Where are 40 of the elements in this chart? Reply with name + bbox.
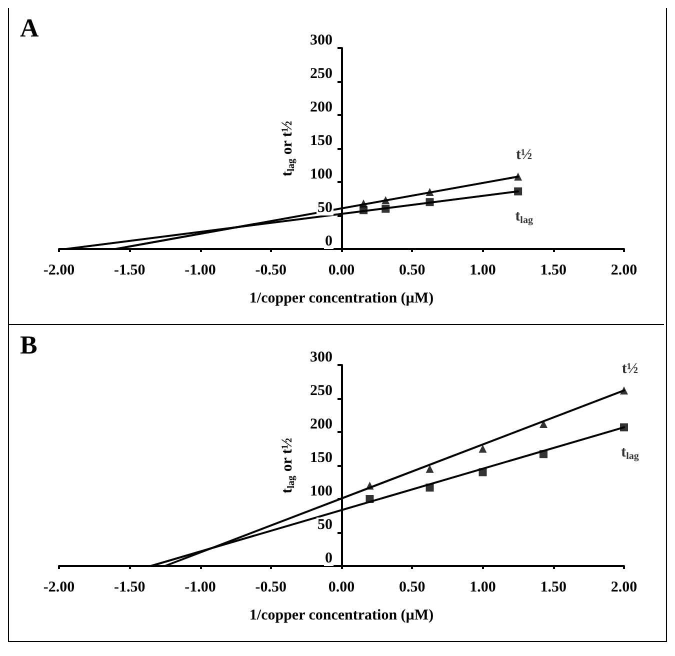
x-tick-label: -2.00: [43, 580, 75, 596]
x-axis-title: 1/copper concentration (µM): [249, 290, 434, 306]
y-axis-title: tlag or t½: [280, 120, 297, 176]
y-tick-label: 250: [310, 66, 332, 82]
x-tick-label: -1.50: [114, 580, 146, 596]
x-tick-label: 0.00: [328, 262, 355, 278]
y-tick-label: 50: [318, 200, 332, 216]
x-tick-label: 1.00: [470, 580, 496, 596]
chart-title: B: [20, 330, 38, 360]
x-tick-label: -1.00: [184, 580, 216, 596]
y-tick-label: 300: [310, 32, 332, 48]
y-tick-label: 100: [310, 484, 332, 500]
x-axis-title: 1/copper concentration (µM): [249, 608, 434, 624]
y-tick-label: 200: [310, 100, 332, 116]
x-tick-label: 0.50: [399, 580, 426, 596]
y-tick-label: 100: [310, 166, 332, 182]
series-label: t½: [622, 360, 638, 377]
x-tick-label: -1.00: [184, 262, 216, 278]
y-tick-label: 0: [325, 234, 332, 250]
x-tick-label: 1.50: [540, 262, 566, 278]
x-tick-label: 2.00: [610, 580, 638, 596]
y-axis-title: tlag or t½: [280, 438, 297, 494]
x-tick-label: -2.00: [43, 262, 75, 278]
chart-title: A: [20, 14, 39, 42]
y-tick-label: 200: [310, 416, 332, 432]
x-tick-label: 1.50: [540, 580, 566, 596]
y-tick-label: 150: [310, 133, 332, 149]
x-tick-label: 1.00: [470, 262, 496, 278]
x-tick-label: -0.50: [255, 580, 286, 596]
series-label: t½: [516, 147, 532, 164]
y-tick-label: 250: [310, 383, 332, 399]
y-tick-label: 0: [325, 550, 332, 566]
x-tick-label: 0.50: [399, 262, 426, 278]
x-tick-label: -1.50: [114, 262, 146, 278]
y-tick-label: 50: [318, 517, 332, 533]
x-tick-label: -0.50: [255, 262, 286, 278]
y-tick-label: 300: [310, 350, 332, 366]
x-tick-label: 0.00: [328, 580, 355, 596]
x-tick-label: 2.00: [610, 262, 638, 278]
y-tick-label: 150: [310, 450, 332, 466]
